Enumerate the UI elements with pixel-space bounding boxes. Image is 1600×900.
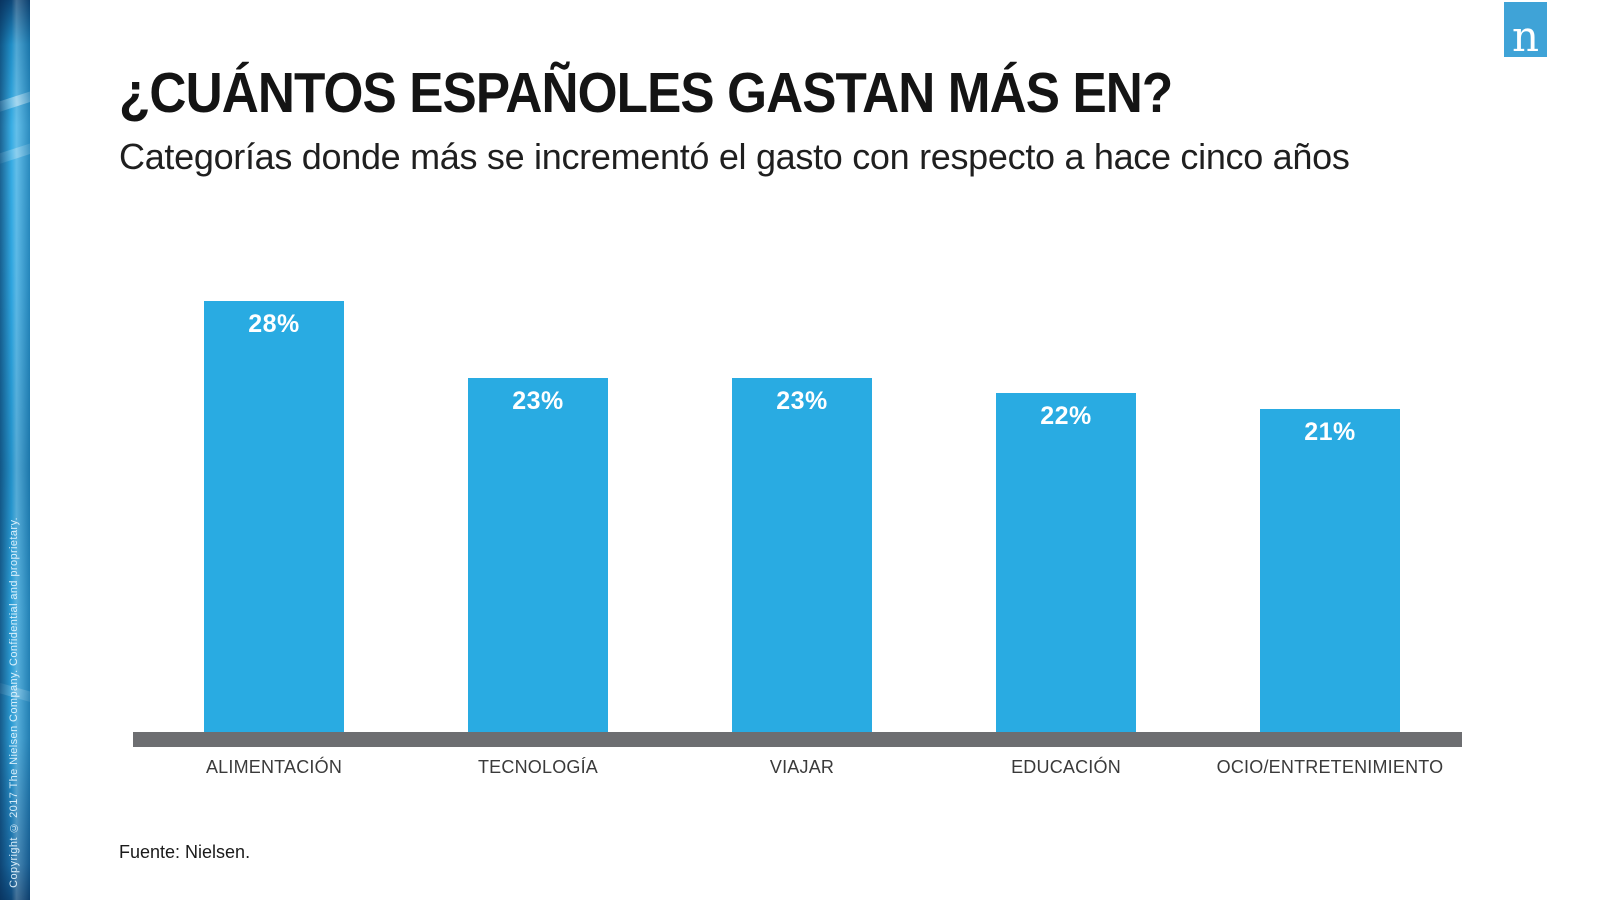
- page-subtitle: Categorías donde más se incrementó el ga…: [119, 136, 1350, 177]
- category-label: VIAJAR: [769, 757, 835, 777]
- bar: 23%: [732, 378, 872, 732]
- page-title: ¿CUÁNTOS ESPAÑOLES GASTAN MÁS EN?: [119, 61, 1173, 125]
- brand-sidebar: Copyright © 2017 The Nielsen Company. Co…: [0, 0, 41, 900]
- source-note: Fuente: Nielsen.: [119, 842, 251, 862]
- nielsen-logo-letter: n: [1511, 11, 1540, 61]
- bar: 21%: [1260, 409, 1400, 732]
- bar: 22%: [996, 393, 1136, 732]
- category-label: ALIMENTACIÓN: [205, 757, 343, 777]
- bar-value-label: 23%: [776, 387, 828, 415]
- bar-value-label: 23%: [512, 387, 564, 415]
- bar-value-label: 22%: [1040, 402, 1092, 430]
- x-axis-line: [133, 732, 1462, 747]
- copyright-text: Copyright © 2017 The Nielsen Company. Co…: [8, 517, 20, 888]
- bar-value-label: 21%: [1304, 418, 1356, 446]
- bar-value-label: 28%: [248, 310, 300, 338]
- category-label: EDUCACIÓN: [1011, 757, 1121, 777]
- category-label: TECNOLOGÍA: [477, 757, 599, 777]
- bar: 28%: [204, 301, 344, 732]
- nielsen-logo: n: [1504, 2, 1547, 57]
- bar: 23%: [468, 378, 608, 732]
- category-label: OCIO/ENTRETENIMIENTO: [1216, 757, 1444, 777]
